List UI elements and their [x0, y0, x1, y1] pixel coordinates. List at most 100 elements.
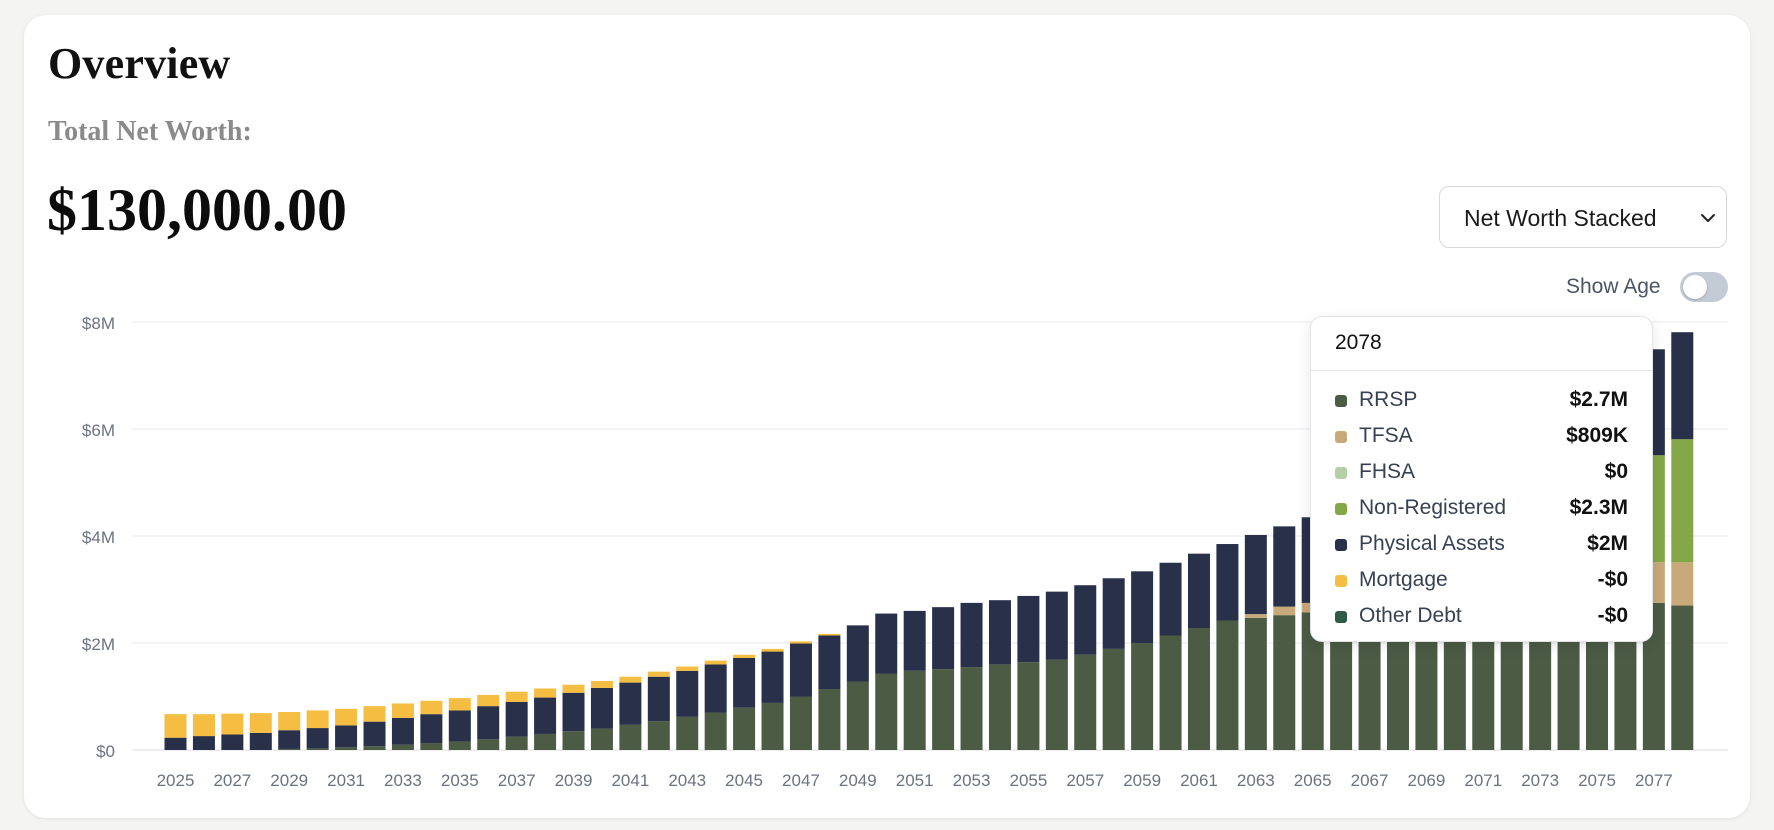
- tooltip-row: Non-Registered $2.3M: [1335, 494, 1628, 524]
- tooltip-series-name: Mortgage: [1359, 568, 1448, 591]
- bar-segment: [875, 613, 898, 674]
- bar-segment: [1671, 439, 1694, 563]
- show-age-toggle[interactable]: [1680, 272, 1728, 302]
- tooltip-series-name: Other Debt: [1359, 604, 1462, 627]
- bar-segment: [562, 731, 585, 750]
- bar-segment: [249, 713, 272, 733]
- bar-segment: [505, 701, 528, 737]
- bar-segment: [505, 691, 528, 702]
- bar-segment: [647, 676, 670, 722]
- bar-segment: [1074, 654, 1097, 750]
- bar-segment: [647, 721, 670, 750]
- chart-view-select[interactable]: Net Worth Stacked: [1439, 186, 1727, 248]
- bar-segment: [903, 670, 926, 750]
- bar-segment: [164, 714, 187, 738]
- bar-segment: [1500, 607, 1523, 750]
- bar-segment: [619, 676, 642, 683]
- x-tick-label: 2073: [1521, 771, 1559, 790]
- bar-segment: [733, 654, 756, 658]
- bar-segment: [846, 625, 869, 682]
- bar-segment: [647, 671, 670, 677]
- bar-segment: [1074, 585, 1097, 655]
- bar-segment: [306, 728, 329, 749]
- bar-segment: [1045, 591, 1068, 660]
- bar-segment: [1216, 620, 1239, 750]
- tooltip-row: RRSP $2.7M: [1335, 386, 1628, 416]
- bar-segment: [1216, 544, 1239, 621]
- x-tick-label: 2027: [213, 771, 251, 790]
- bar-segment: [1273, 615, 1296, 750]
- net-worth-amount: $130,000.00: [47, 177, 347, 243]
- bar-segment: [704, 712, 727, 750]
- bar-segment: [562, 684, 585, 693]
- tooltip-row: Other Debt -$0: [1335, 602, 1628, 632]
- legend-swatch: [1335, 395, 1347, 407]
- tooltip-series-value: $809K: [1566, 424, 1628, 447]
- bar-segment: [391, 744, 414, 750]
- x-tick-label: 2055: [1009, 771, 1047, 790]
- tooltip-row: Physical Assets $2M: [1335, 530, 1628, 560]
- net-worth-label: Total Net Worth:: [48, 116, 252, 147]
- bar-segment: [363, 721, 386, 747]
- bar-segment: [761, 702, 784, 750]
- x-tick-label: 2059: [1123, 771, 1161, 790]
- bar-segment: [363, 746, 386, 750]
- bar-segment: [818, 635, 841, 690]
- tooltip-divider: [1311, 370, 1652, 371]
- tooltip-row: FHSA $0: [1335, 458, 1628, 488]
- x-tick-label: 2051: [896, 771, 934, 790]
- bar-segment: [676, 716, 699, 750]
- legend-swatch: [1335, 431, 1347, 443]
- bar-segment: [391, 717, 414, 745]
- bar-segment: [1358, 609, 1381, 750]
- bar-segment: [988, 600, 1011, 665]
- bar-segment: [1557, 606, 1580, 750]
- legend-swatch: [1335, 467, 1347, 479]
- bar-segment: [1187, 628, 1210, 750]
- bar-segment: [391, 703, 414, 718]
- bar-segment: [249, 732, 272, 750]
- bar-segment: [789, 696, 812, 750]
- bar-segment: [1159, 562, 1182, 636]
- bar-segment: [477, 694, 500, 707]
- x-tick-label: 2057: [1066, 771, 1104, 790]
- bar-segment: [306, 710, 329, 729]
- toggle-knob: [1683, 275, 1707, 299]
- bar-segment: [1671, 562, 1694, 606]
- bar-segment: [278, 748, 301, 750]
- bar-segment: [1131, 571, 1154, 643]
- bar-segment: [192, 714, 215, 737]
- bar-segment: [1273, 606, 1296, 616]
- bar-segment: [960, 667, 983, 750]
- bar-segment: [420, 743, 443, 750]
- tooltip-series-value: $2M: [1587, 532, 1628, 555]
- x-tick-label: 2061: [1180, 771, 1218, 790]
- bar-segment: [420, 700, 443, 715]
- y-tick-label: $4M: [82, 528, 115, 547]
- x-tick-label: 2033: [384, 771, 422, 790]
- bar-segment: [932, 607, 955, 670]
- bar-segment: [1671, 332, 1694, 440]
- tooltip-series-value: $2.7M: [1569, 388, 1628, 411]
- x-tick-label: 2045: [725, 771, 763, 790]
- bar-segment: [306, 748, 329, 750]
- bar-segment: [192, 736, 215, 750]
- legend-swatch: [1335, 539, 1347, 551]
- page-title: Overview: [48, 39, 231, 88]
- chart-view-select-value: Net Worth Stacked: [1464, 205, 1657, 231]
- bar-segment: [590, 680, 613, 688]
- tooltip-series-name: TFSA: [1359, 424, 1413, 447]
- chevron-down-icon: [1701, 214, 1715, 222]
- bar-segment: [1159, 635, 1182, 750]
- bar-segment: [1642, 602, 1665, 750]
- bar-segment: [1386, 609, 1409, 750]
- bar-segment: [335, 747, 358, 750]
- x-tick-label: 2063: [1237, 771, 1275, 790]
- bar-segment: [733, 707, 756, 750]
- x-tick-label: 2025: [157, 771, 195, 790]
- bar-segment: [278, 712, 301, 731]
- tooltip-series-name: FHSA: [1359, 460, 1416, 483]
- bar-segment: [590, 687, 613, 729]
- bar-segment: [1187, 553, 1210, 629]
- bar-segment: [733, 657, 756, 708]
